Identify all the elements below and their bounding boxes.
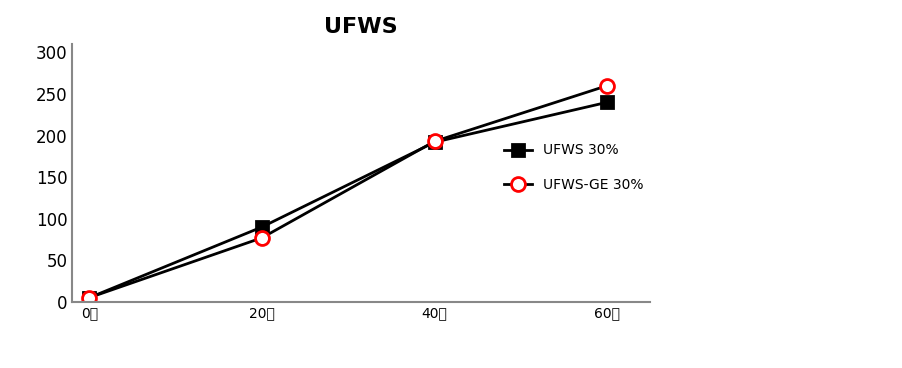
UFWS-GE 30%: [256, 236, 267, 240]
Line: UFWS-GE 30%: UFWS-GE 30%: [82, 79, 613, 305]
UFWS 30%: [428, 140, 439, 144]
Line: UFWS 30%: UFWS 30%: [84, 97, 612, 303]
UFWS 30%: [256, 225, 267, 229]
UFWS-GE 30%: [601, 84, 612, 88]
Title: UFWS: UFWS: [324, 17, 398, 37]
UFWS 30%: [601, 100, 612, 105]
UFWS 30%: [84, 296, 95, 300]
Legend: UFWS 30%, UFWS-GE 30%: UFWS 30%, UFWS-GE 30%: [503, 144, 642, 192]
UFWS-GE 30%: [428, 139, 439, 144]
UFWS-GE 30%: [84, 296, 95, 300]
